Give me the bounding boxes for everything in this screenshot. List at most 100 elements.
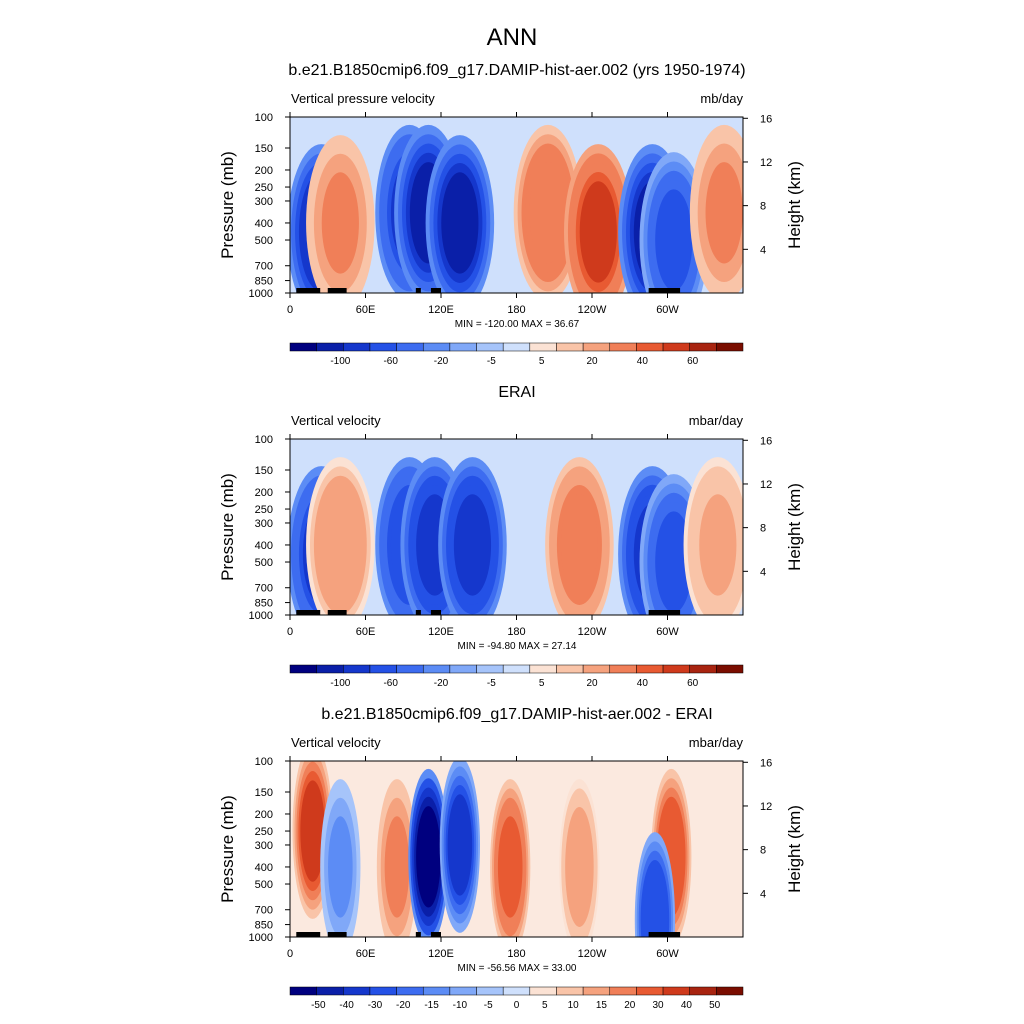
colorbar-box bbox=[369, 986, 397, 996]
y-tick-label: 400 bbox=[255, 540, 273, 552]
colorbar-box bbox=[316, 986, 344, 996]
y-tick-label: 150 bbox=[255, 465, 273, 477]
field-contour-8-4 bbox=[655, 189, 693, 291]
colorbar-label: 20 bbox=[586, 356, 598, 367]
y-right-tick-label: 12 bbox=[760, 157, 772, 169]
x-tick-label: 0 bbox=[287, 304, 293, 316]
y-right-tick-label: 8 bbox=[760, 845, 766, 857]
colorbar-box bbox=[529, 986, 557, 996]
y-tick-label: 700 bbox=[255, 583, 273, 595]
y-tick-label: 850 bbox=[255, 920, 273, 932]
y-axis-title: Pressure (mb) bbox=[218, 795, 237, 903]
colorbar-box bbox=[636, 986, 664, 996]
field-contour-2-4 bbox=[384, 816, 410, 918]
colorbar-label: -50 bbox=[311, 1000, 326, 1011]
panel-3: b.e21.B1850cmip6.f09_g17.DAMIP-hist-aer.… bbox=[218, 706, 804, 1011]
y-right-tick-label: 4 bbox=[760, 566, 766, 578]
y-axis-title: Pressure (mb) bbox=[218, 473, 237, 581]
colorbar: -50 -40 -30 -20 -15 -10 -5 0 5 10 15 20 30 40 50 bbox=[289, 986, 744, 1011]
colorbar-box bbox=[476, 664, 504, 674]
field-contour-9-4 bbox=[705, 162, 743, 264]
topography-4 bbox=[648, 932, 681, 937]
colorbar-label: -40 bbox=[339, 1000, 354, 1011]
x-tick-label: 60W bbox=[656, 626, 679, 638]
colorbar-label: -20 bbox=[396, 1000, 411, 1011]
colorbar-box bbox=[716, 664, 744, 674]
units-string: mb/day bbox=[700, 91, 743, 106]
y-tick-label: 200 bbox=[255, 809, 273, 821]
y-tick-label: 500 bbox=[255, 235, 273, 247]
colorbar-box bbox=[556, 664, 584, 674]
topography-1 bbox=[327, 288, 347, 293]
topography-1 bbox=[327, 610, 347, 615]
colorbar-box bbox=[449, 342, 477, 352]
x-tick-label: 0 bbox=[287, 948, 293, 960]
colorbar-box bbox=[396, 342, 424, 352]
field-contour-0-4 bbox=[300, 780, 325, 882]
x-tick-label: 180 bbox=[507, 948, 525, 960]
colorbar-box bbox=[316, 342, 344, 352]
x-tick-label: 180 bbox=[507, 304, 525, 316]
colorbar-box bbox=[396, 986, 424, 996]
y-tick-label: 200 bbox=[255, 487, 273, 499]
colorbar-label: 5 bbox=[542, 1000, 548, 1011]
field-contour-8-4 bbox=[699, 494, 737, 596]
colorbar-box bbox=[716, 342, 744, 352]
topography-4 bbox=[648, 610, 681, 615]
y-tick-label: 1000 bbox=[249, 610, 273, 622]
colorbar: -100 -60 -20 -5 5 20 40 60 bbox=[289, 342, 744, 367]
left-string: Vertical velocity bbox=[291, 413, 381, 428]
y-tick-label: 500 bbox=[255, 557, 273, 569]
colorbar-box bbox=[529, 664, 557, 674]
topography-3 bbox=[430, 932, 441, 937]
field-contour-5-4 bbox=[560, 494, 599, 596]
panel-1: b.e21.B1850cmip6.f09_g17.DAMIP-hist-aer.… bbox=[218, 62, 804, 367]
colorbar-box bbox=[609, 664, 637, 674]
colorbar-box bbox=[476, 986, 504, 996]
colorbar-box bbox=[636, 342, 664, 352]
x-tick-label: 180 bbox=[507, 626, 525, 638]
colorbar-box bbox=[689, 664, 717, 674]
y-right-tick-label: 12 bbox=[760, 801, 772, 813]
main-title: ANN bbox=[487, 24, 538, 51]
y-tick-label: 1000 bbox=[249, 288, 273, 300]
y-tick-label: 100 bbox=[255, 756, 273, 768]
colorbar-box bbox=[662, 986, 690, 996]
y-tick-label: 700 bbox=[255, 261, 273, 273]
y-right-tick-label: 8 bbox=[760, 201, 766, 213]
y-right-tick-label: 12 bbox=[760, 479, 772, 491]
topography-0 bbox=[296, 288, 321, 293]
y-tick-label: 100 bbox=[255, 434, 273, 446]
field-contour-5-4 bbox=[529, 162, 567, 264]
colorbar-box bbox=[343, 342, 371, 352]
y-tick-label: 200 bbox=[255, 165, 273, 177]
colorbar-label: 0 bbox=[514, 1000, 520, 1011]
colorbar-box bbox=[343, 986, 371, 996]
colorbar-label: -5 bbox=[487, 678, 496, 689]
y-tick-label: 300 bbox=[255, 196, 273, 208]
field-contour-1-4 bbox=[321, 172, 359, 274]
colorbar-box bbox=[449, 986, 477, 996]
colorbar-label: 60 bbox=[687, 356, 699, 367]
y-tick-label: 250 bbox=[255, 504, 273, 516]
x-tick-label: 60W bbox=[656, 948, 679, 960]
panels: b.e21.B1850cmip6.f09_g17.DAMIP-hist-aer.… bbox=[218, 62, 804, 1011]
field-contour-8-4 bbox=[642, 869, 668, 937]
y-right-axis-title: Height (km) bbox=[785, 483, 804, 571]
x-tick-label: 120E bbox=[428, 626, 454, 638]
x-tick-label: 120W bbox=[578, 948, 607, 960]
colorbar-label: 15 bbox=[596, 1000, 608, 1011]
topography-0 bbox=[296, 610, 321, 615]
y-tick-label: 500 bbox=[255, 879, 273, 891]
colorbar-box bbox=[529, 342, 557, 352]
colorbar: -100 -60 -20 -5 5 20 40 60 bbox=[289, 664, 744, 689]
field-contour-1-4 bbox=[321, 494, 359, 596]
colorbar-label: -10 bbox=[453, 1000, 468, 1011]
colorbar-box bbox=[422, 986, 451, 996]
colorbar-label: 40 bbox=[637, 356, 649, 367]
min-max-text: MIN = -120.00 MAX = 36.67 bbox=[455, 319, 580, 330]
y-tick-label: 700 bbox=[255, 905, 273, 917]
colorbar-label: 10 bbox=[568, 1000, 580, 1011]
colorbar-box bbox=[396, 664, 424, 674]
